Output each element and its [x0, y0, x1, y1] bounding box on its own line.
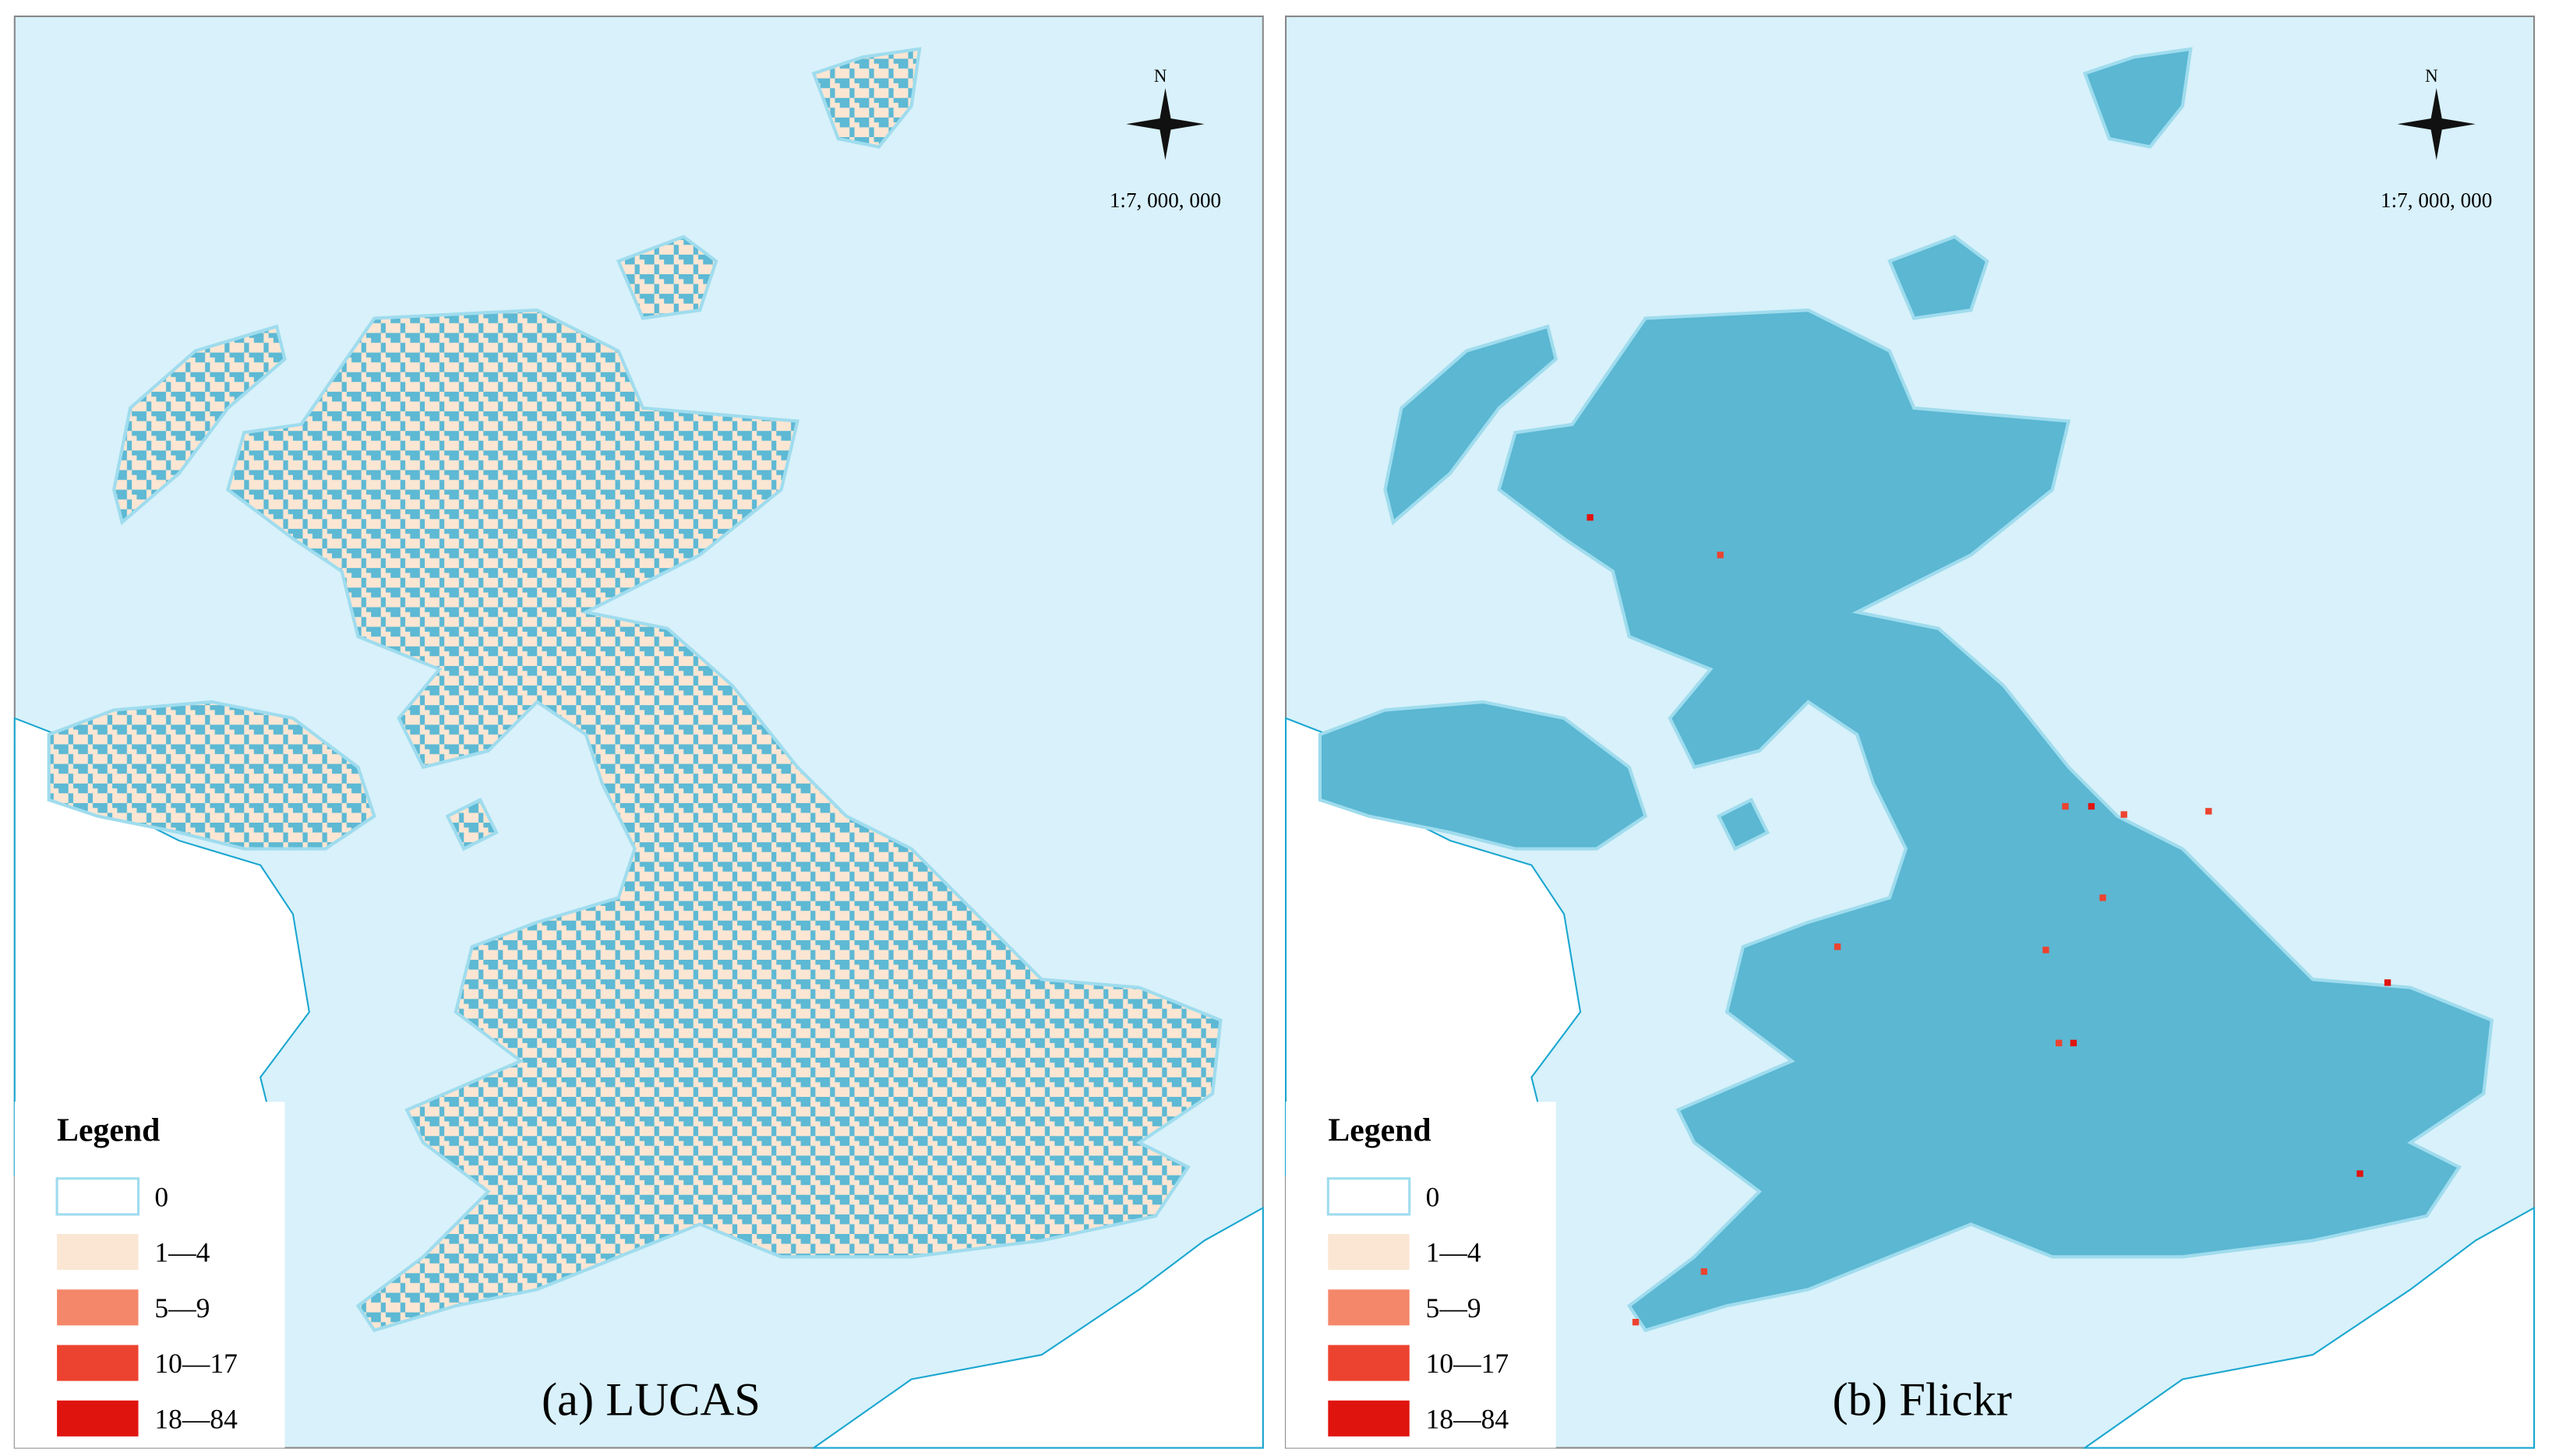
legend-swatch: [1328, 1289, 1410, 1326]
legend-swatch: [57, 1400, 139, 1437]
legend-swatch: [1328, 1400, 1410, 1437]
north-arrow: [1126, 88, 1205, 160]
hotspot-cell: [2042, 947, 2049, 954]
legend-swatch: [57, 1345, 139, 1381]
north-label: N: [2425, 65, 2438, 86]
legend-swatch: [57, 1234, 139, 1271]
hotspot-cell: [1587, 514, 1594, 521]
legend-box: [14, 1102, 285, 1448]
legend-label: 5—9: [154, 1292, 210, 1324]
map-panel: N 1:7, 000, 000 Legend 0 1—4 5—9 10—17 18—84 (b)…: [1284, 15, 2536, 1449]
map-panel: N 1:7, 000, 000 Legend 0 1—4 5—9 10—17 18—84 (a)…: [13, 15, 1264, 1449]
hotspot-cell: [2384, 979, 2391, 986]
panel-caption: (a) LUCAS: [542, 1374, 761, 1426]
hotspot-cell: [2070, 1039, 2077, 1047]
hotspot-cell: [2062, 802, 2069, 810]
legend-label: 18—84: [1426, 1403, 1509, 1434]
legend-swatch: [55, 1177, 140, 1216]
hotspot-cell: [1700, 1268, 1707, 1275]
legend-swatch: [1326, 1177, 1411, 1216]
hotspot-cell: [1834, 943, 1841, 950]
legend-label: 10—17: [154, 1348, 237, 1379]
hotspot-cell: [2055, 1039, 2063, 1047]
hotspot-cell: [1632, 1318, 1640, 1326]
legend-swatch: [1328, 1345, 1410, 1381]
north-arrow: [2397, 88, 2476, 160]
panel-caption: (b) Flickr: [1832, 1374, 2011, 1426]
legend-label: 1—4: [154, 1237, 210, 1268]
hotspot-cell: [2356, 1170, 2363, 1177]
legend-title: Legend: [1328, 1113, 1431, 1149]
legend-label: 0: [1426, 1181, 1440, 1212]
hotspot-cell: [2088, 802, 2095, 810]
legend-swatch: [57, 1289, 139, 1326]
legend-swatch: [1328, 1234, 1410, 1271]
scale-text: 1:7, 000, 000: [2381, 189, 2492, 212]
scale-text: 1:7, 000, 000: [1110, 189, 1221, 212]
legend-label: 5—9: [1426, 1292, 1481, 1324]
legend-label: 10—17: [1426, 1348, 1509, 1379]
hotspot-cell: [2120, 811, 2127, 818]
hotspot-cell: [1717, 552, 1724, 559]
legend-box: [1286, 1102, 1556, 1448]
north-label: N: [1154, 65, 1167, 86]
legend-title: Legend: [57, 1113, 160, 1149]
hotspot-cell: [2099, 894, 2106, 901]
legend-label: 1—4: [1426, 1237, 1481, 1268]
legend-label: 0: [154, 1181, 168, 1212]
legend-label: 18—84: [154, 1403, 238, 1434]
hotspot-cell: [2205, 808, 2212, 815]
